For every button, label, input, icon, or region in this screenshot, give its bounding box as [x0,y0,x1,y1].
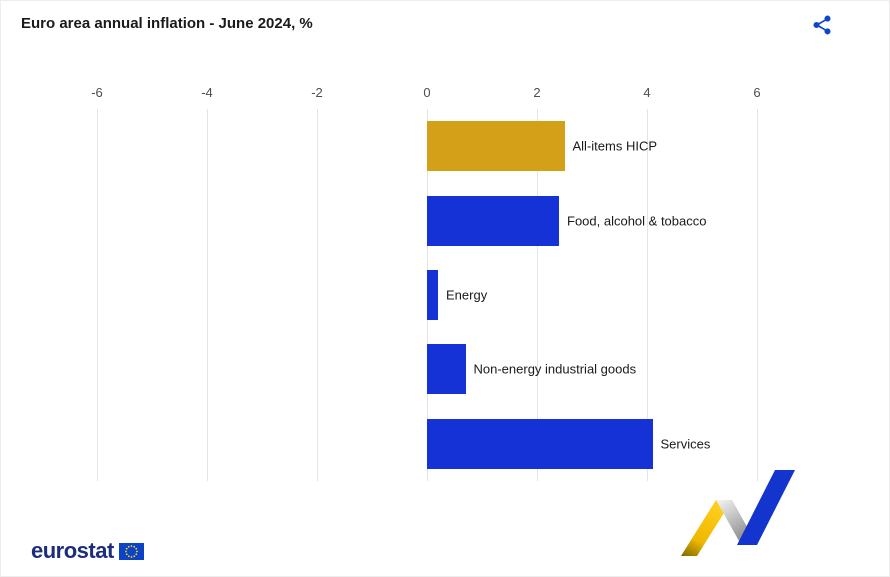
bar-all-items-hicp [427,121,565,172]
x-tick-label: 6 [753,85,761,100]
x-tick-label: -2 [311,85,323,100]
x-tick-label: 2 [533,85,541,100]
gridline [537,109,538,481]
eurostat-wordmark: eurostat [31,538,114,563]
bar-label: Non-energy industrial goods [473,361,637,377]
gridline [207,109,208,481]
bar-label: All-items HICP [572,138,658,154]
gridline [97,109,98,481]
x-tick-label: 4 [643,85,651,100]
bar-label: Services [660,436,711,452]
x-tick-label: -6 [91,85,103,100]
x-tick-label: -4 [201,85,213,100]
page-title: Euro area annual inflation - June 2024, … [21,15,313,32]
bar-services [427,418,653,469]
share-button[interactable] [811,14,833,36]
bar-non-energy-industrial-goods [427,344,466,395]
bar-label: Energy [446,287,488,303]
gridline [647,109,648,481]
share-icon [813,15,831,35]
bar-label: Food, alcohol & tobacco [567,213,707,229]
gridline [757,109,758,481]
eurostat-logo: eurostat [31,538,144,564]
eurostat-decorative-graphic-icon [681,470,795,556]
eu-flag-icon [118,542,144,560]
bar-food-alcohol-tobacco [427,195,559,246]
x-tick-label: 0 [423,85,431,100]
gridline [317,109,318,481]
bar-energy [427,270,438,320]
bar-chart: -6 -4 -2 0 2 4 6 All-items HICP Food, alcohol & … [91,85,761,481]
